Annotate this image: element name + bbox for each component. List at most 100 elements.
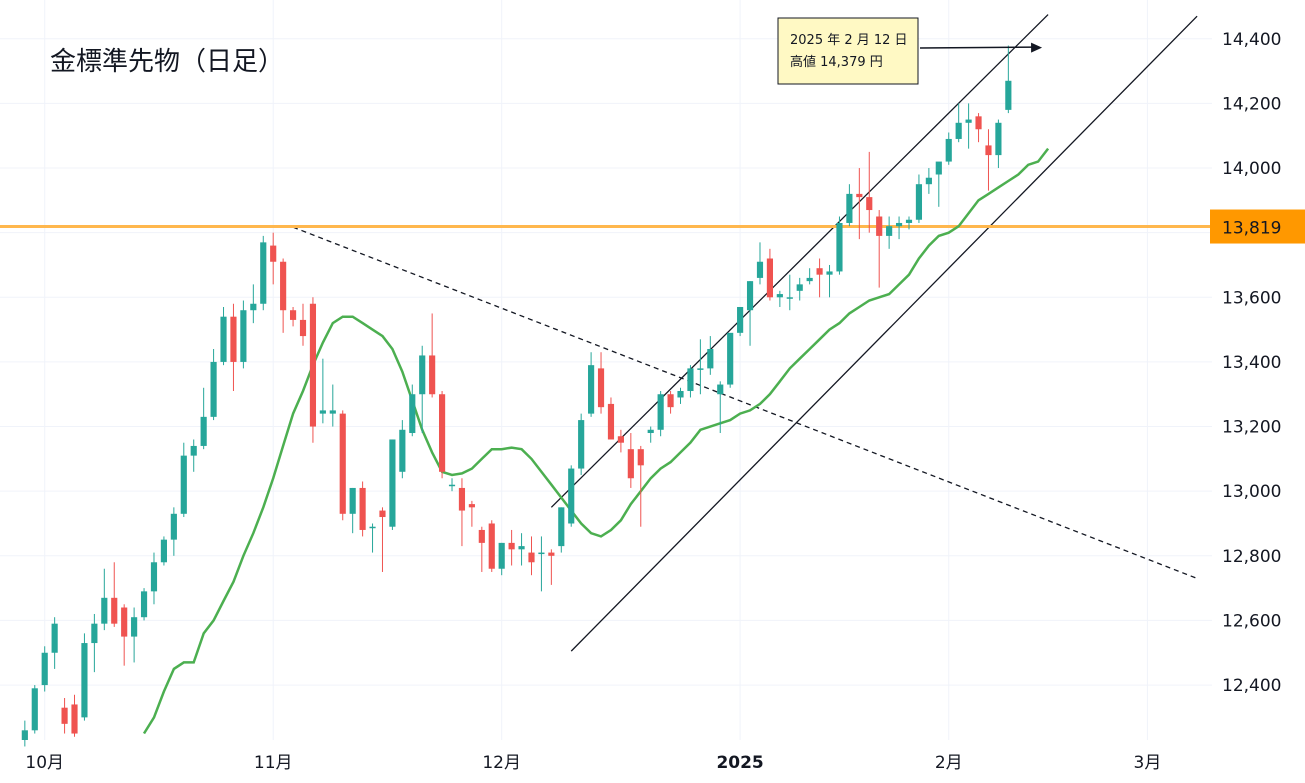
annotation-callout[interactable]: 2025 年 2 月 12 日 高値 14,379 円	[777, 17, 1043, 85]
candle[interactable]	[439, 391, 446, 479]
candle[interactable]	[41, 646, 48, 692]
candle[interactable]	[925, 168, 932, 194]
candle[interactable]	[637, 445, 644, 527]
candle[interactable]	[995, 119, 1002, 169]
candle[interactable]	[945, 132, 952, 165]
candle[interactable]	[508, 529, 515, 566]
candle[interactable]	[905, 216, 913, 230]
candle[interactable]	[766, 248, 773, 301]
candle[interactable]	[627, 433, 634, 488]
candle[interactable]	[915, 174, 923, 223]
candle[interactable]	[51, 617, 58, 669]
candle[interactable]	[319, 358, 326, 424]
candle[interactable]	[727, 332, 734, 388]
candle[interactable]	[846, 184, 853, 227]
candle[interactable]	[588, 352, 595, 417]
candle[interactable]	[886, 216, 893, 249]
candle[interactable]	[160, 536, 167, 566]
candle[interactable]	[786, 274, 793, 311]
candle[interactable]	[558, 507, 565, 553]
candle[interactable]	[806, 268, 813, 285]
candle[interactable]	[448, 478, 456, 492]
candle[interactable]	[170, 507, 177, 556]
candle[interactable]	[280, 258, 287, 333]
candle[interactable]	[240, 300, 247, 369]
candle[interactable]	[458, 478, 466, 547]
candle[interactable]	[419, 345, 426, 434]
candle[interactable]	[776, 290, 783, 307]
candle[interactable]	[230, 303, 237, 392]
candle[interactable]	[101, 568, 108, 631]
candle[interactable]	[409, 384, 416, 437]
candle[interactable]	[190, 439, 197, 472]
candle[interactable]	[399, 420, 406, 479]
candle[interactable]	[796, 277, 803, 301]
candle[interactable]	[131, 607, 138, 663]
candle[interactable]	[737, 306, 744, 337]
candle[interactable]	[200, 387, 207, 450]
candle[interactable]	[985, 129, 992, 191]
candle[interactable]	[647, 426, 654, 443]
candle[interactable]	[826, 264, 833, 298]
moving-average-line[interactable]	[142, 147, 1050, 735]
candle[interactable]	[617, 429, 624, 453]
candle[interactable]	[210, 348, 217, 421]
candle[interactable]	[289, 306, 297, 327]
candle[interactable]	[756, 242, 764, 285]
candle[interactable]	[369, 523, 376, 553]
candle[interactable]	[260, 235, 267, 311]
trendline-resistance-dashed[interactable]	[292, 226, 1198, 580]
candle[interactable]	[707, 336, 714, 375]
candle[interactable]	[220, 306, 227, 366]
candle[interactable]	[687, 365, 694, 398]
trendline-channel-lower[interactable]	[570, 15, 1198, 652]
candle[interactable]	[895, 216, 903, 240]
candle[interactable]	[697, 339, 704, 395]
candle[interactable]	[667, 391, 674, 414]
candle[interactable]	[309, 297, 317, 443]
candle[interactable]	[866, 151, 873, 233]
candle[interactable]	[816, 258, 823, 298]
candle[interactable]	[250, 284, 257, 324]
candle[interactable]	[935, 161, 942, 207]
candle[interactable]	[91, 613, 98, 673]
candle[interactable]	[538, 536, 545, 592]
candle[interactable]	[468, 500, 475, 527]
candle[interactable]	[856, 168, 863, 240]
candle[interactable]	[518, 533, 525, 566]
candle[interactable]	[339, 410, 346, 521]
candle[interactable]	[61, 697, 68, 734]
candle[interactable]	[180, 442, 187, 518]
candle[interactable]	[81, 633, 88, 721]
candle[interactable]	[548, 549, 555, 585]
candle[interactable]	[270, 232, 277, 285]
candle[interactable]	[717, 381, 724, 434]
trendline-channel-upper[interactable]	[550, 14, 1049, 508]
candle[interactable]	[578, 413, 585, 476]
candle[interactable]	[1005, 45, 1012, 114]
candle[interactable]	[746, 281, 754, 346]
candle[interactable]	[31, 685, 38, 734]
candle[interactable]	[836, 216, 843, 275]
candle[interactable]	[121, 604, 128, 666]
candle[interactable]	[150, 552, 158, 605]
candle[interactable]	[498, 542, 505, 576]
candle[interactable]	[111, 562, 118, 627]
candle[interactable]	[429, 313, 436, 398]
candle[interactable]	[488, 520, 495, 572]
candle[interactable]	[349, 487, 356, 534]
candle[interactable]	[71, 694, 78, 737]
candle[interactable]	[299, 303, 307, 346]
candle[interactable]	[975, 113, 982, 143]
candle[interactable]	[597, 352, 605, 414]
candle[interactable]	[955, 103, 962, 143]
candle[interactable]	[568, 465, 575, 527]
candle[interactable]	[478, 526, 485, 572]
candle[interactable]	[876, 210, 883, 288]
candle[interactable]	[140, 588, 148, 621]
candle[interactable]	[379, 507, 386, 572]
candle[interactable]	[607, 397, 615, 440]
candle[interactable]	[21, 720, 28, 747]
candle[interactable]	[657, 391, 664, 437]
candle[interactable]	[677, 387, 684, 404]
